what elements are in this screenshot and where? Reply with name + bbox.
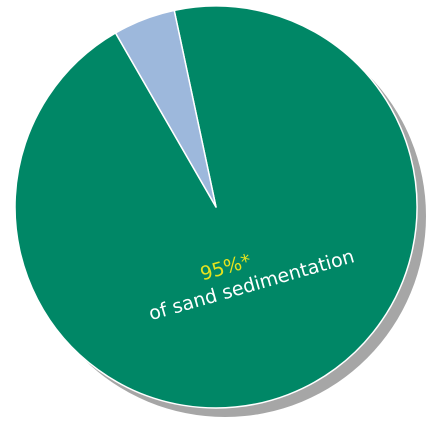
pie-slices (14, 5, 418, 409)
pie-slice-2 (114, 9, 217, 208)
